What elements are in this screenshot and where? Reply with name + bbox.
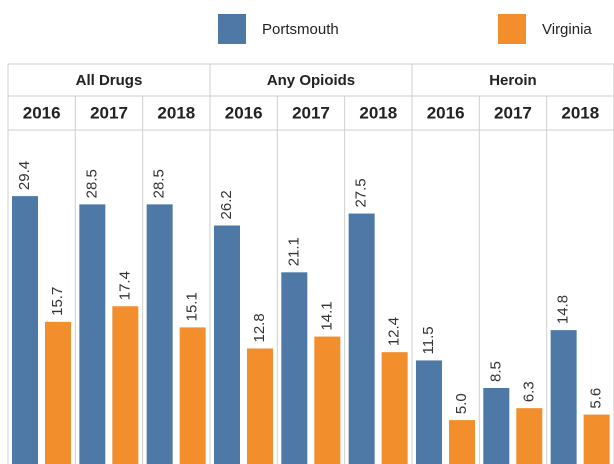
value-label: 14.8 (555, 295, 572, 324)
bar (246, 348, 273, 464)
group-label: All Drugs (76, 72, 143, 89)
legend-label: Virginia (542, 21, 592, 38)
bar (213, 225, 240, 464)
group-label: Any Opioids (267, 72, 355, 89)
value-label: 6.3 (520, 381, 537, 402)
legend-label: Portsmouth (262, 21, 339, 38)
bar (483, 387, 510, 464)
value-label: 28.5 (83, 169, 100, 198)
year-label: 2017 (90, 103, 128, 122)
legend-swatch (218, 14, 246, 44)
value-label: 28.5 (151, 169, 168, 198)
value-label: 11.5 (420, 326, 437, 354)
value-label: 26.2 (218, 190, 235, 219)
value-label: 17.4 (116, 271, 133, 300)
bar (550, 330, 577, 464)
value-label: 5.0 (453, 393, 470, 414)
bar (448, 420, 475, 464)
bar (415, 360, 442, 464)
value-label: 27.5 (353, 178, 370, 207)
year-label: 2016 (427, 103, 465, 122)
bar (583, 414, 610, 464)
bar (281, 272, 308, 464)
year-label: 2018 (359, 103, 397, 122)
bar (79, 204, 106, 464)
value-label: 8.5 (487, 361, 504, 382)
bar (348, 213, 375, 464)
bar (179, 327, 206, 464)
value-label: 29.4 (16, 161, 33, 190)
year-label: 2016 (23, 103, 61, 122)
value-label: 12.4 (386, 317, 403, 346)
value-label: 21.1 (285, 237, 302, 266)
group-label: Heroin (489, 72, 537, 89)
bar (45, 321, 71, 464)
bar (381, 352, 408, 464)
year-label: 2017 (292, 103, 330, 122)
legend-swatch (498, 14, 526, 44)
bar (314, 336, 341, 464)
value-label: 15.1 (184, 292, 201, 321)
value-label: 12.8 (251, 313, 268, 342)
value-label: 14.1 (318, 301, 335, 330)
year-label: 2017 (494, 103, 532, 122)
year-label: 2018 (561, 103, 599, 122)
value-label: 15.7 (49, 287, 66, 316)
year-label: 2018 (157, 103, 195, 122)
bar (12, 196, 38, 464)
year-label: 2016 (225, 103, 263, 122)
bar (112, 306, 139, 464)
bar (516, 408, 543, 464)
bar (146, 204, 173, 464)
value-label: 5.6 (588, 388, 605, 409)
